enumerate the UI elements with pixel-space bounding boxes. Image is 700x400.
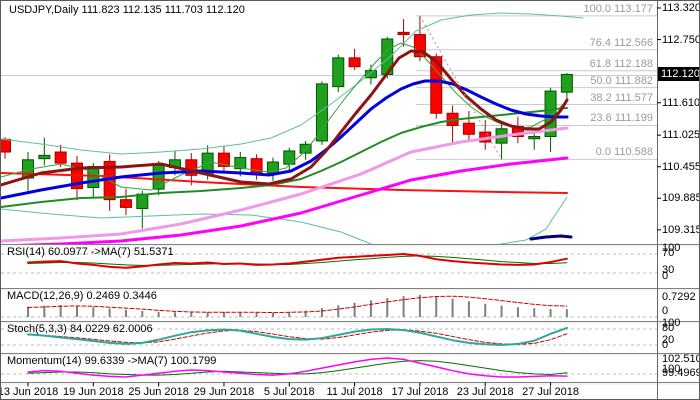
chart-title-ohlc: USDJPY,Daily 111.823 112.135 111.703 112… bbox=[9, 4, 245, 16]
ma-green-thin bbox=[1, 42, 568, 191]
macd-histogram bbox=[27, 294, 568, 317]
date-axis-label: 27 Jul 2018 bbox=[522, 386, 579, 398]
teal-band-lower bbox=[1, 196, 568, 244]
ma-navy bbox=[529, 234, 573, 241]
price-axis-label: 112.750 bbox=[662, 33, 700, 46]
teal-band-upper bbox=[1, 12, 584, 155]
date-axis-label: 23 Jul 2018 bbox=[456, 386, 514, 398]
price-axis-label: 111.610 bbox=[662, 96, 700, 109]
candle-bearish bbox=[217, 152, 230, 167]
candle-bullish bbox=[560, 73, 573, 93]
date-axis-label: 13 Jun 2018 bbox=[0, 386, 59, 398]
price-axis-label: 111.025 bbox=[662, 129, 700, 142]
candle-bearish bbox=[1, 138, 11, 153]
candle-bullish bbox=[528, 136, 541, 140]
rsi-scale-label: 0 bbox=[662, 270, 669, 282]
price-axis-label: 113.320 bbox=[662, 1, 700, 14]
date-axis-label: 5 Jul 2018 bbox=[263, 386, 315, 398]
fib-level-label: 23.6 111.199 bbox=[590, 112, 653, 125]
ma-pink bbox=[1, 126, 569, 243]
date-axis-label: 17 Jul 2018 bbox=[391, 386, 449, 398]
candle-bearish bbox=[185, 159, 198, 176]
candle-bullish bbox=[136, 193, 149, 210]
rsi-scale-label: 30 bbox=[662, 264, 675, 276]
fib-level-label: 0.0 110.588 bbox=[595, 146, 653, 159]
candle-bearish bbox=[54, 151, 67, 164]
main-chart-layer bbox=[1, 12, 657, 244]
candle-bearish bbox=[413, 34, 426, 58]
candle-bearish bbox=[462, 122, 475, 135]
stoch-line bbox=[27, 326, 568, 347]
fib-level-label: 50.0 111.882 bbox=[590, 74, 653, 87]
rsi-line bbox=[27, 253, 568, 269]
candle-bullish bbox=[332, 57, 345, 88]
macd-panel-label: MACD(12,26,9) 0.2469 0.3446 bbox=[7, 290, 157, 302]
momentum-scale-label: 100 bbox=[662, 363, 681, 375]
candle-bullish bbox=[315, 83, 328, 142]
date-axis-label: 11 Jul 2018 bbox=[326, 386, 383, 398]
price-axis-label: 110.455 bbox=[662, 160, 700, 173]
fib-level-label: 76.4 112.566 bbox=[589, 36, 653, 49]
rsi-ma-line bbox=[27, 255, 568, 266]
candle-bullish bbox=[234, 157, 247, 170]
macd-signal-line bbox=[27, 295, 568, 314]
candle-bearish bbox=[397, 31, 410, 36]
candle-bullish bbox=[38, 154, 51, 160]
macd-scale-label: 0 bbox=[662, 305, 669, 317]
price-axis-label: 109.315 bbox=[662, 223, 700, 236]
momentum-line bbox=[27, 357, 568, 378]
momentum-ma-line bbox=[27, 360, 568, 376]
rsi-scale-label: 70 bbox=[662, 247, 675, 259]
ma-maroon bbox=[1, 49, 569, 187]
momentum-panel-label: Momentum(14) 99.6339 ->MA(7) 100.1799 bbox=[7, 355, 217, 367]
fib-level-label: 100.0 113.177 bbox=[583, 2, 653, 15]
date-axis-label: 25 Jun 2018 bbox=[128, 386, 189, 398]
macd-scale-label: 0.7292 bbox=[662, 291, 696, 303]
candle-bullish bbox=[87, 165, 100, 188]
candle-bullish bbox=[299, 143, 312, 154]
stoch-scale-label: 80 bbox=[662, 322, 675, 334]
stoch-scale-label: 0 bbox=[662, 339, 669, 351]
stoch-panel-label: Stoch(5,3,3) 84.0229 62.0006 bbox=[7, 323, 153, 335]
current-price-badge: 112.120 bbox=[658, 67, 699, 81]
fib-level-label: 61.8 112.188 bbox=[589, 57, 653, 70]
candle-bearish bbox=[430, 56, 443, 114]
stoch-scale-label: 100 bbox=[662, 317, 681, 329]
candle-bearish bbox=[119, 199, 132, 208]
candle-bullish bbox=[283, 150, 296, 165]
rsi-panel-label: RSI(14) 60.0977 ->MA(7) 51.5371 bbox=[7, 246, 174, 258]
candle-bullish bbox=[152, 164, 165, 190]
price-axis-label: 109.885 bbox=[662, 192, 700, 205]
candle-bearish bbox=[348, 57, 361, 68]
momentum-scale-label: 99.4969 bbox=[662, 367, 700, 379]
rsi-scale-label: 100 bbox=[662, 242, 681, 254]
date-axis-label: 19 Jun 2018 bbox=[63, 386, 124, 398]
momentum-scale-label: 102.5107 bbox=[662, 353, 699, 365]
ma-blue bbox=[1, 79, 569, 200]
ma-green-medium bbox=[1, 107, 568, 208]
date-axis-label: 29 Jun 2018 bbox=[193, 386, 255, 398]
ma-magenta bbox=[15, 156, 569, 244]
stoch-signal-line bbox=[27, 329, 568, 345]
fib-level-label: 38.2 111.577 bbox=[590, 91, 653, 104]
stoch-scale-label: 20 bbox=[662, 334, 675, 346]
